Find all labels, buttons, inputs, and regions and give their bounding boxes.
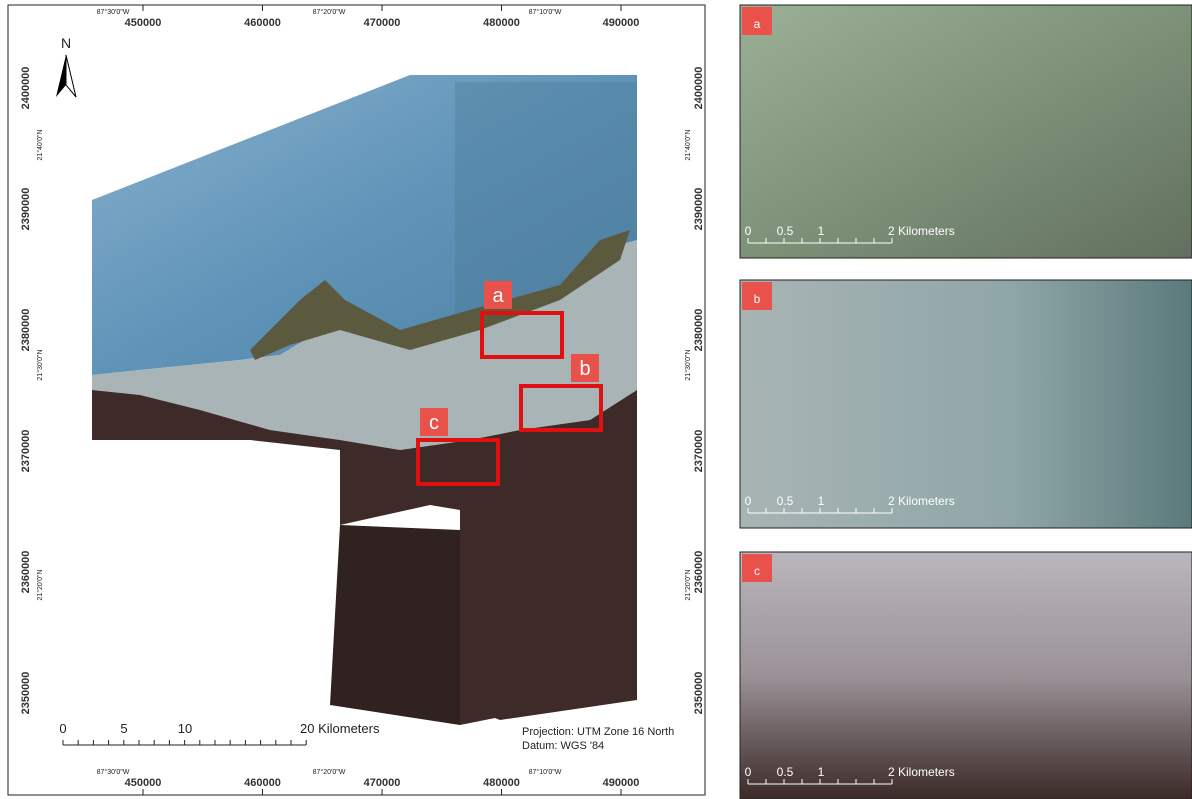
datum: Datum: WGS '84 — [522, 740, 604, 752]
scale-bar: 0 5 10 20 Kilometers — [59, 721, 380, 746]
utm-y-label: 2380000 — [693, 309, 705, 352]
study-areas: a b c — [416, 281, 603, 486]
utm-y-label: 2360000 — [20, 551, 32, 594]
scale-end: 20 Kilometers — [300, 721, 380, 736]
inset-label: c — [754, 564, 760, 578]
scale-label: 5 — [120, 721, 127, 736]
inset-scale-end: 2 Kilometers — [888, 494, 955, 508]
inset-scale-end: 2 Kilometers — [888, 765, 955, 779]
inset-scale-label: 1 — [818, 224, 825, 238]
inset-scale-label: 1 — [818, 765, 825, 779]
scale-label: 10 — [178, 721, 192, 736]
utm-y-label: 2390000 — [20, 188, 32, 231]
geo-y-label: 21°30'0"N — [684, 349, 692, 380]
north-label: N — [61, 35, 71, 51]
study-area-box — [519, 384, 603, 432]
north-arrow: N — [56, 35, 77, 98]
utm-y-label: 2380000 — [20, 309, 32, 352]
lagoon — [92, 240, 637, 450]
study-area-box — [416, 438, 500, 486]
inset-tag — [742, 554, 772, 582]
coastline — [250, 230, 630, 360]
geo-y-label: 21°40'0"N — [684, 129, 692, 160]
inset-label: b — [754, 292, 761, 306]
geo-y-label: 21°30'0"N — [36, 349, 44, 380]
geo-y-label: 21°20'0"N — [684, 569, 692, 600]
utm-x-label: 480000 — [483, 17, 520, 29]
utm-y-label: 2400000 — [693, 67, 705, 110]
inset-tag — [742, 7, 772, 35]
utm-y-label: 2350000 — [20, 672, 32, 715]
inset-scale-label: 0 — [745, 224, 752, 238]
inset-scale-label: 1 — [818, 494, 825, 508]
projection: Projection: UTM Zone 16 North — [522, 726, 674, 738]
utm-y-label: 2400000 — [20, 67, 32, 110]
utm-x-label: 450000 — [125, 777, 162, 789]
inset-scale-end: 2 Kilometers — [888, 224, 955, 238]
utm-x-label: 490000 — [603, 17, 640, 29]
study-area-box — [480, 311, 564, 359]
land — [92, 390, 637, 725]
utm-x-label: 470000 — [364, 17, 401, 29]
study-area-label: b — [579, 358, 590, 380]
utm-x-label: 480000 — [483, 777, 520, 789]
utm-x-label: 470000 — [364, 777, 401, 789]
scale-label: 0 — [59, 721, 66, 736]
inset-tag — [742, 282, 772, 310]
inset-scale-label: 0.5 — [777, 224, 794, 238]
inset-image — [739, 279, 1192, 529]
inset-label: a — [754, 17, 761, 31]
utm-x-label: 460000 — [244, 777, 281, 789]
geo-x-label: 87°30'0"W — [97, 768, 130, 776]
geo-x-label: 87°20'0"W — [313, 8, 346, 16]
geo-x-label: 87°20'0"W — [313, 768, 346, 776]
inset-scale-label: 0 — [745, 765, 752, 779]
study-area-label: c — [429, 412, 439, 434]
geo-x-label: 87°30'0"W — [97, 8, 130, 16]
utm-y-label: 2390000 — [693, 188, 705, 231]
inset-image — [739, 4, 1192, 259]
study-area-tag — [571, 354, 599, 382]
study-area-tag — [420, 408, 448, 436]
utm-y-label: 2350000 — [693, 672, 705, 715]
utm-x-label: 490000 — [603, 777, 640, 789]
insets: a 0 0.5 1 2 Kilometers b 0 0.5 1 2 Kilometers c 0 0.… — [739, 4, 1192, 799]
utm-y-label: 2360000 — [693, 551, 705, 594]
study-area-tag — [484, 281, 512, 309]
inset-scale-label: 0.5 — [777, 765, 794, 779]
utm-x-label: 460000 — [244, 17, 281, 29]
land-south — [330, 525, 460, 725]
study-area-label: a — [492, 285, 504, 307]
utm-x-label: 450000 — [125, 17, 162, 29]
geo-y-label: 21°20'0"N — [36, 569, 44, 600]
geo-y-label: 21°40'0"N — [36, 129, 44, 160]
geo-x-label: 87°10'0"W — [529, 8, 562, 16]
geo-x-label: 87°10'0"W — [529, 768, 562, 776]
graticule-labels: 450000 450000 460000 460000 470000 470000 4800… — [20, 5, 705, 795]
inset-scale-label: 0 — [745, 494, 752, 508]
utm-y-label: 2370000 — [693, 430, 705, 473]
inset-image — [739, 551, 1192, 799]
inset-scale-label: 0.5 — [777, 494, 794, 508]
utm-y-label: 2370000 — [20, 430, 32, 473]
